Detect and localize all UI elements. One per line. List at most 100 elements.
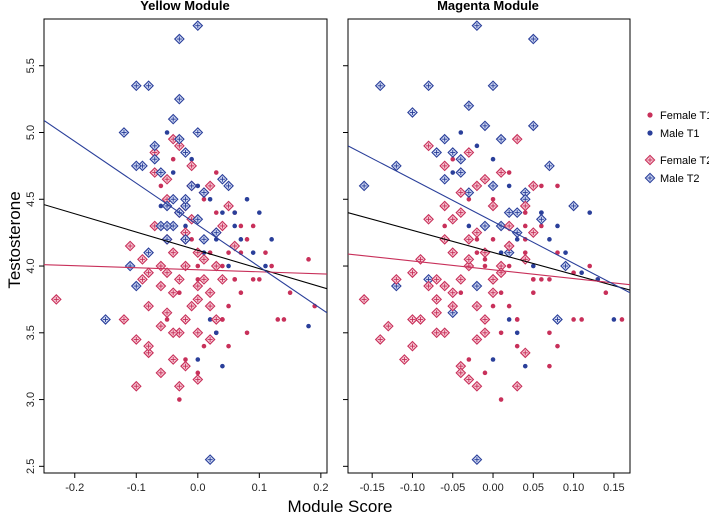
male-t1-point bbox=[207, 196, 213, 202]
female-t1-point bbox=[275, 317, 281, 322]
female-t1-point bbox=[287, 290, 293, 296]
legend-marker-female-t1 bbox=[647, 112, 653, 118]
male-t1-point bbox=[158, 203, 164, 209]
legend: Female T1 Male T1 Female T2 Male T2 bbox=[644, 110, 709, 185]
female-t2-point bbox=[155, 320, 167, 332]
female-t2-point bbox=[143, 347, 154, 359]
male-t2-point bbox=[487, 180, 499, 192]
x-tick-label: 0.1 bbox=[252, 482, 267, 494]
male-t1-point bbox=[263, 263, 268, 269]
male-t2-point bbox=[223, 180, 234, 192]
female-t2-point bbox=[479, 314, 491, 325]
y-tick-label: 2.5 bbox=[25, 459, 37, 474]
female-t1-point bbox=[306, 257, 311, 262]
female-t1-point bbox=[250, 277, 256, 282]
female-t2-point bbox=[155, 280, 167, 292]
x-axis-label: Module Score bbox=[288, 497, 393, 516]
male-t2-point bbox=[143, 247, 154, 259]
male-t2-point bbox=[374, 80, 386, 92]
female-t1-point bbox=[220, 263, 225, 269]
male-t2-point bbox=[503, 207, 515, 218]
legend-label-female-t1: Female T1 bbox=[660, 110, 709, 122]
x-tick-label: -0.15 bbox=[360, 482, 385, 494]
female-t2-point bbox=[423, 140, 434, 152]
female-t1-point bbox=[164, 317, 170, 322]
male-t1-point bbox=[611, 317, 617, 322]
panel-yellow-module: Yellow Module -0.2 -0.1 0.0 0.1 0.2 2.5 3.0 3.5… bbox=[25, 0, 328, 494]
female-t2-point bbox=[204, 180, 216, 192]
female-t1-point bbox=[183, 357, 188, 362]
female-t2-point bbox=[463, 233, 475, 245]
female-t2-point bbox=[143, 300, 154, 312]
female-t2-point bbox=[471, 227, 483, 239]
male-t1-point bbox=[207, 317, 213, 322]
female-t2-point bbox=[137, 274, 148, 285]
female-t2-point bbox=[124, 240, 136, 252]
female-t1-point bbox=[195, 263, 201, 269]
legend-label-female-t2: Female T2 bbox=[660, 155, 709, 167]
female-t2-point bbox=[390, 274, 402, 285]
female-t2-point bbox=[137, 253, 148, 265]
female-t1-point bbox=[474, 250, 480, 255]
male-t2-point bbox=[192, 20, 204, 32]
male-t2-point bbox=[100, 314, 111, 325]
male-t2-point bbox=[455, 153, 467, 165]
female-t2-point bbox=[487, 287, 499, 299]
female-t2-point bbox=[130, 380, 142, 392]
female-t1-point bbox=[466, 196, 472, 202]
male-t1-point bbox=[164, 130, 170, 135]
male-t2-point bbox=[180, 193, 191, 205]
male-t1-point bbox=[490, 357, 496, 362]
male-t2-point bbox=[130, 80, 142, 92]
y-tick-label: 5.0 bbox=[25, 125, 37, 140]
female-t1-point bbox=[579, 317, 584, 322]
female-t2-point bbox=[204, 334, 216, 345]
female-t1-point bbox=[482, 257, 488, 262]
male-t2-point bbox=[447, 147, 459, 158]
female-t1-point bbox=[555, 183, 560, 189]
male-t2-point bbox=[423, 80, 434, 92]
female-t2-point bbox=[167, 287, 179, 299]
legend-label-male-t2: Male T2 bbox=[660, 173, 700, 185]
female-t2-point bbox=[167, 247, 179, 259]
legend-diamond-male bbox=[644, 172, 656, 184]
plot-frame bbox=[43, 18, 328, 474]
female-t2-point bbox=[527, 227, 539, 239]
female-t2-point bbox=[455, 367, 467, 379]
female-t2-point bbox=[198, 274, 210, 285]
female-t1-point bbox=[213, 210, 219, 215]
y-tick-label: 4.5 bbox=[25, 192, 37, 207]
x-tick-label: -0.05 bbox=[440, 482, 465, 494]
male-t2-point bbox=[358, 180, 370, 192]
female-t2-point bbox=[439, 160, 451, 172]
male-t1-point bbox=[514, 330, 520, 336]
female-t1-point bbox=[257, 277, 262, 282]
male-t2-point bbox=[560, 260, 571, 272]
female-t2-point bbox=[439, 200, 451, 212]
male-t1-point bbox=[531, 263, 536, 269]
female-t2-point bbox=[503, 220, 515, 232]
regression-line-male bbox=[44, 120, 327, 314]
female-t1-point bbox=[201, 196, 207, 202]
male-t1-point bbox=[587, 210, 593, 215]
female-t2-point bbox=[192, 374, 204, 385]
male-t1-point bbox=[183, 223, 188, 229]
female-t1-point bbox=[522, 250, 528, 255]
female-t2-point bbox=[167, 354, 179, 365]
female-t2-point bbox=[198, 253, 210, 265]
female-t2-point bbox=[519, 347, 531, 359]
female-t2-point bbox=[173, 380, 185, 392]
female-t1-point bbox=[177, 397, 182, 402]
male-t2-point bbox=[511, 207, 523, 218]
female-t2-point bbox=[167, 327, 179, 339]
male-t1-point bbox=[563, 250, 568, 255]
female-t2-point bbox=[161, 173, 173, 185]
x-tick-label: -0.1 bbox=[127, 482, 146, 494]
female-t2-point bbox=[439, 280, 451, 292]
male-t1-point bbox=[250, 250, 256, 255]
y-tick-label: 3.5 bbox=[25, 325, 37, 340]
female-t1-point bbox=[539, 223, 544, 229]
female-t2-point bbox=[471, 300, 483, 312]
x-tick-label: 0.00 bbox=[482, 482, 503, 494]
